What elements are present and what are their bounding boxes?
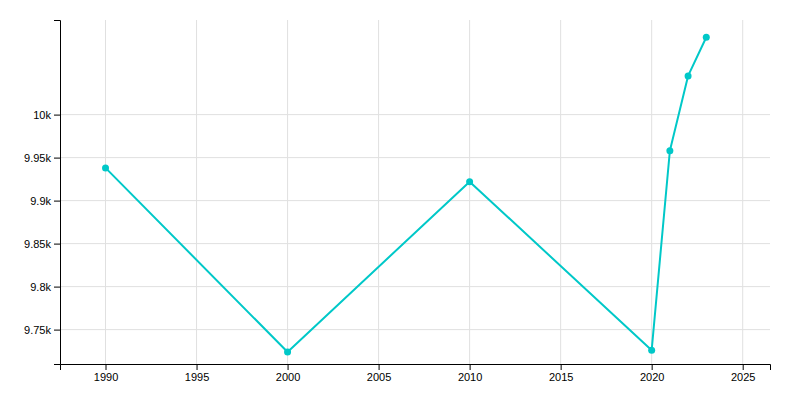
y-tick-label: 9.85k — [24, 238, 51, 250]
x-tick-label: 2000 — [276, 371, 300, 383]
x-tick-mark — [197, 364, 198, 370]
x-tick-mark — [288, 364, 289, 370]
y-axis-line — [54, 21, 61, 365]
y-axis: 9.75k 9.8k 9.85k 9.9k 9.95k 10k — [24, 21, 60, 365]
y-tick-mark — [54, 201, 60, 202]
grid-line-x — [287, 20, 288, 364]
y-tick: 9.85k — [24, 238, 60, 250]
grid-line-y — [60, 200, 770, 201]
x-tick-label: 1990 — [94, 371, 118, 383]
x-tick-label: 2010 — [458, 371, 482, 383]
plot: 1990 1995 2000 2005 2010 2015 2020 2025 9.75k 9.8… — [24, 20, 770, 383]
point — [648, 347, 655, 354]
x-tick: 2005 — [367, 364, 391, 383]
grid-line-x — [742, 20, 743, 364]
x-tick: 1990 — [94, 364, 118, 383]
x-tick-mark — [652, 364, 653, 370]
y-tick-label: 9.95k — [24, 152, 51, 164]
x-tick-label: 2020 — [640, 371, 664, 383]
x-tick-mark — [743, 364, 744, 370]
grid — [60, 20, 770, 364]
x-tick: 1995 — [185, 364, 209, 383]
x-tick-mark — [470, 364, 471, 370]
x-axis-line — [61, 365, 771, 371]
y-tick-label: 10k — [33, 109, 51, 121]
point — [666, 147, 673, 154]
grid-line-x — [196, 20, 197, 364]
grid-line-x — [469, 20, 470, 364]
y-tick-mark — [54, 330, 60, 331]
y-tick: 9.9k — [30, 195, 60, 207]
x-axis: 1990 1995 2000 2005 2010 2015 2020 2025 — [61, 364, 771, 383]
marks — [102, 34, 710, 356]
grid-line-y — [60, 286, 770, 287]
y-tick-mark — [54, 158, 60, 159]
x-tick: 2020 — [640, 364, 664, 383]
point — [284, 348, 291, 355]
point — [685, 72, 692, 79]
x-tick-label: 1995 — [185, 371, 209, 383]
y-tick-mark — [54, 287, 60, 288]
point — [102, 164, 109, 171]
point — [703, 34, 710, 41]
y-tick-label: 9.9k — [30, 195, 51, 207]
x-tick: 2015 — [549, 364, 573, 383]
line — [106, 37, 707, 352]
x-tick: 2000 — [276, 364, 300, 383]
x-tick: 2025 — [731, 364, 755, 383]
chart: 1990 1995 2000 2005 2010 2015 2020 2025 9.75k 9.8… — [0, 0, 800, 400]
y-tick-mark — [54, 244, 60, 245]
x-tick-mark — [106, 364, 107, 370]
x-tick-mark — [379, 364, 380, 370]
x-tick-label: 2005 — [367, 371, 391, 383]
x-tick-mark — [561, 364, 562, 370]
grid-line-y — [60, 243, 770, 244]
grid-line-y — [60, 329, 770, 330]
x-tick: 2010 — [458, 364, 482, 383]
y-tick: 9.95k — [24, 152, 60, 164]
x-tick-label: 2015 — [549, 371, 573, 383]
grid-line-x — [378, 20, 379, 364]
grid-line-y — [60, 157, 770, 158]
y-tick: 9.75k — [24, 324, 60, 336]
grid-line-x — [105, 20, 106, 364]
point — [466, 178, 473, 185]
y-tick-mark — [54, 115, 60, 116]
grid-line-y — [60, 114, 770, 115]
y-tick: 9.8k — [30, 281, 60, 293]
x-tick-label: 2025 — [731, 371, 755, 383]
y-tick: 10k — [33, 109, 60, 121]
grid-line-x — [560, 20, 561, 364]
grid-line-x — [651, 20, 652, 364]
y-tick-label: 9.75k — [24, 324, 51, 336]
y-tick-label: 9.8k — [30, 281, 51, 293]
